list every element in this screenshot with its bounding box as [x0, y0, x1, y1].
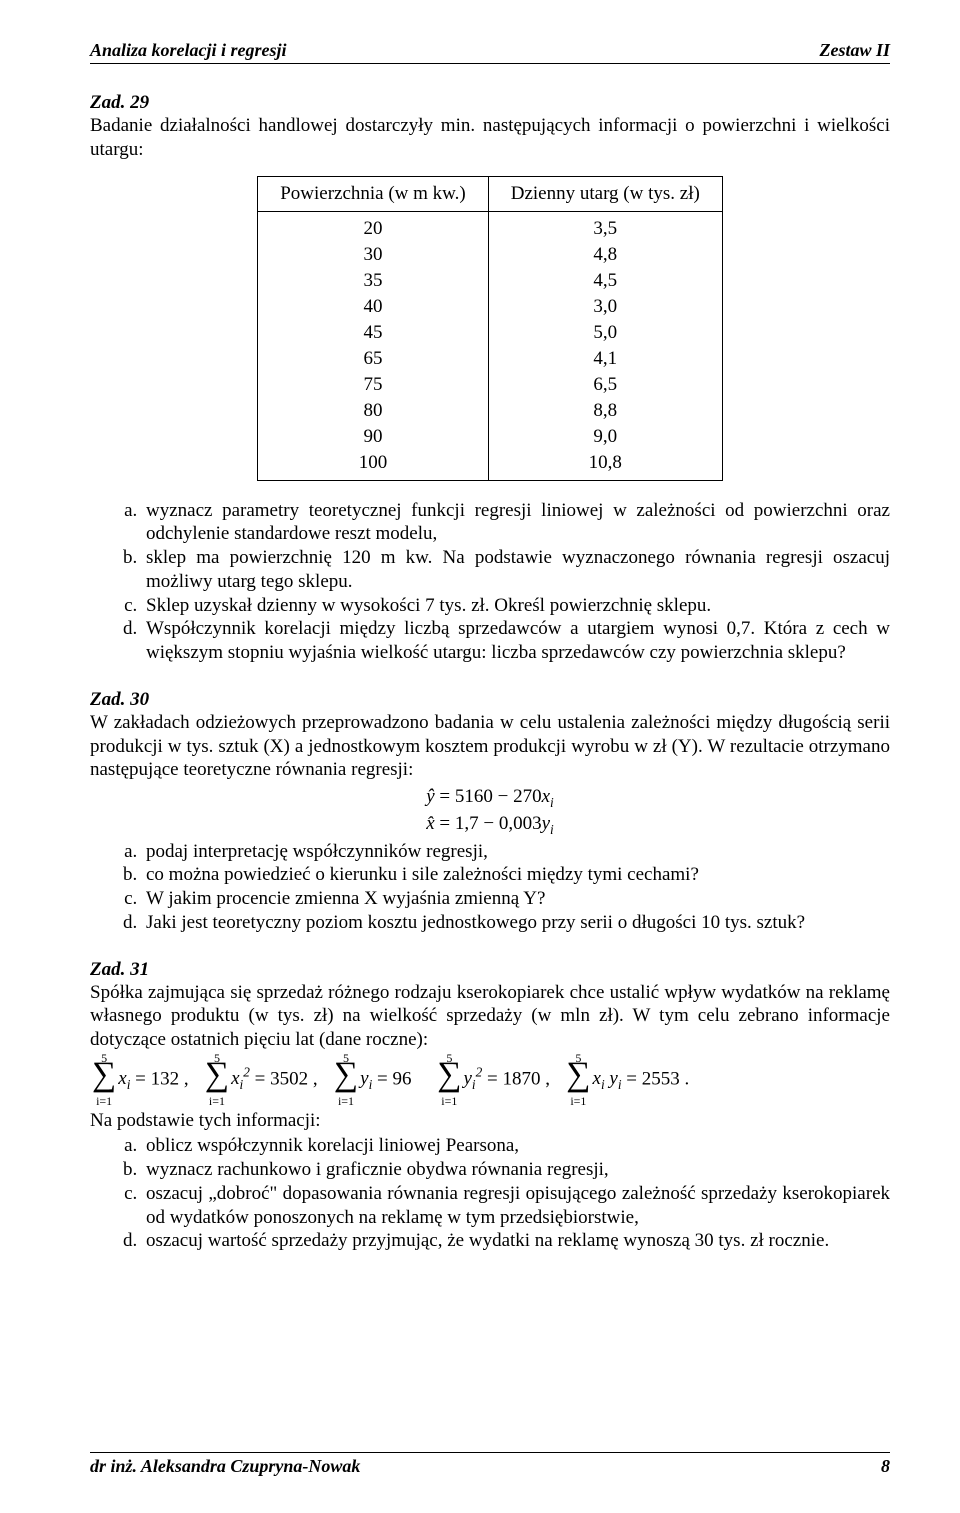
table-cell: 20	[258, 211, 489, 242]
table-row: 455,0	[258, 320, 723, 346]
z30-eq2: x̂ = 1,7 − 0,003yi	[90, 813, 890, 838]
table-cell: 65	[258, 346, 489, 372]
footer-author: dr inż. Aleksandra Czupryna-Nowak	[90, 1456, 360, 1477]
table-row: 304,8	[258, 242, 723, 268]
z29-items: wyznacz parametry teoretycznej funkcji r…	[90, 499, 890, 665]
table-row: 354,5	[258, 268, 723, 294]
sigma-icon: 5 ∑ i=1	[566, 1059, 590, 1101]
table-cell: 3,0	[488, 294, 722, 320]
z30-eq1: ŷ = 5160 − 270xi	[90, 786, 890, 811]
table-row: 203,5	[258, 211, 723, 242]
list-item: W jakim procencie zmienna X wyjaśnia zmi…	[142, 887, 890, 911]
table-row: 654,1	[258, 346, 723, 372]
header-right: Zestaw II	[819, 40, 890, 61]
table-cell: 8,8	[488, 398, 722, 424]
page-header: Analiza korelacji i regresji Zestaw II	[90, 40, 890, 64]
z31-sums: 5 ∑ i=1 xi = 132 , 5 ∑ i=1 xi2 = 3502 , …	[90, 1058, 890, 1101]
list-item: oszacuj „dobroć" dopasowania równania re…	[142, 1182, 890, 1230]
z29-intro: Badanie działalności handlowej dostarczy…	[90, 114, 890, 162]
page: Analiza korelacji i regresji Zestaw II Z…	[0, 0, 960, 1513]
table-row: 403,0	[258, 294, 723, 320]
list-item: co można powiedzieć o kierunku i sile za…	[142, 863, 890, 887]
col-header-1: Powierzchnia (w m kw.)	[258, 176, 489, 211]
table-cell: 6,5	[488, 372, 722, 398]
col-header-2: Dzienny utarg (w tys. zł)	[488, 176, 722, 211]
z30-items: podaj interpretację współczynników regre…	[90, 840, 890, 935]
list-item: Współczynnik korelacji między liczbą spr…	[142, 617, 890, 665]
table-cell: 3,5	[488, 211, 722, 242]
list-item: wyznacz parametry teoretycznej funkcji r…	[142, 499, 890, 547]
table-cell: 75	[258, 372, 489, 398]
z31-items: oblicz współczynnik korelacji liniowej P…	[90, 1134, 890, 1253]
table-cell: 4,1	[488, 346, 722, 372]
z30-title: Zad. 30	[90, 689, 890, 711]
list-item: Jaki jest teoretyczny poziom kosztu jedn…	[142, 911, 890, 935]
list-item: Sklep uzyskał dzienny w wysokości 7 tys.…	[142, 594, 890, 618]
list-item: sklep ma powierzchnię 120 m kw. Na podst…	[142, 546, 890, 594]
list-item: wyznacz rachunkowo i graficznie obydwa r…	[142, 1158, 890, 1182]
table-cell: 90	[258, 424, 489, 450]
table-cell: 40	[258, 294, 489, 320]
table-cell: 9,0	[488, 424, 722, 450]
table-cell: 100	[258, 450, 489, 481]
table-cell: 35	[258, 268, 489, 294]
list-item: podaj interpretację współczynników regre…	[142, 840, 890, 864]
list-item: oblicz współczynnik korelacji liniowej P…	[142, 1134, 890, 1158]
table-cell: 4,8	[488, 242, 722, 268]
table-row: 808,8	[258, 398, 723, 424]
z31-intro: Spółka zajmująca się sprzedaż różnego ro…	[90, 981, 890, 1052]
table-cell: 10,8	[488, 450, 722, 481]
z29-title: Zad. 29	[90, 92, 890, 114]
table-cell: 80	[258, 398, 489, 424]
sigma-icon: 5 ∑ i=1	[334, 1059, 358, 1101]
page-footer: dr inż. Aleksandra Czupryna-Nowak 8	[90, 1452, 890, 1477]
table-row: 10010,8	[258, 450, 723, 481]
z30-intro: W zakładach odzieżowych przeprowadzono b…	[90, 711, 890, 782]
footer-page: 8	[881, 1456, 890, 1477]
table-header-row: Powierzchnia (w m kw.) Dzienny utarg (w …	[258, 176, 723, 211]
sigma-icon: 5 ∑ i=1	[92, 1059, 116, 1101]
table-row: 909,0	[258, 424, 723, 450]
table-row: 756,5	[258, 372, 723, 398]
z29-table: Powierzchnia (w m kw.) Dzienny utarg (w …	[257, 176, 723, 481]
sigma-icon: 5 ∑ i=1	[205, 1059, 229, 1101]
table-cell: 30	[258, 242, 489, 268]
table-cell: 45	[258, 320, 489, 346]
z31-title: Zad. 31	[90, 959, 890, 981]
list-item: oszacuj wartość sprzedaży przyjmując, że…	[142, 1229, 890, 1253]
header-left: Analiza korelacji i regresji	[90, 40, 287, 61]
sigma-icon: 5 ∑ i=1	[437, 1059, 461, 1101]
table-cell: 5,0	[488, 320, 722, 346]
table-cell: 4,5	[488, 268, 722, 294]
